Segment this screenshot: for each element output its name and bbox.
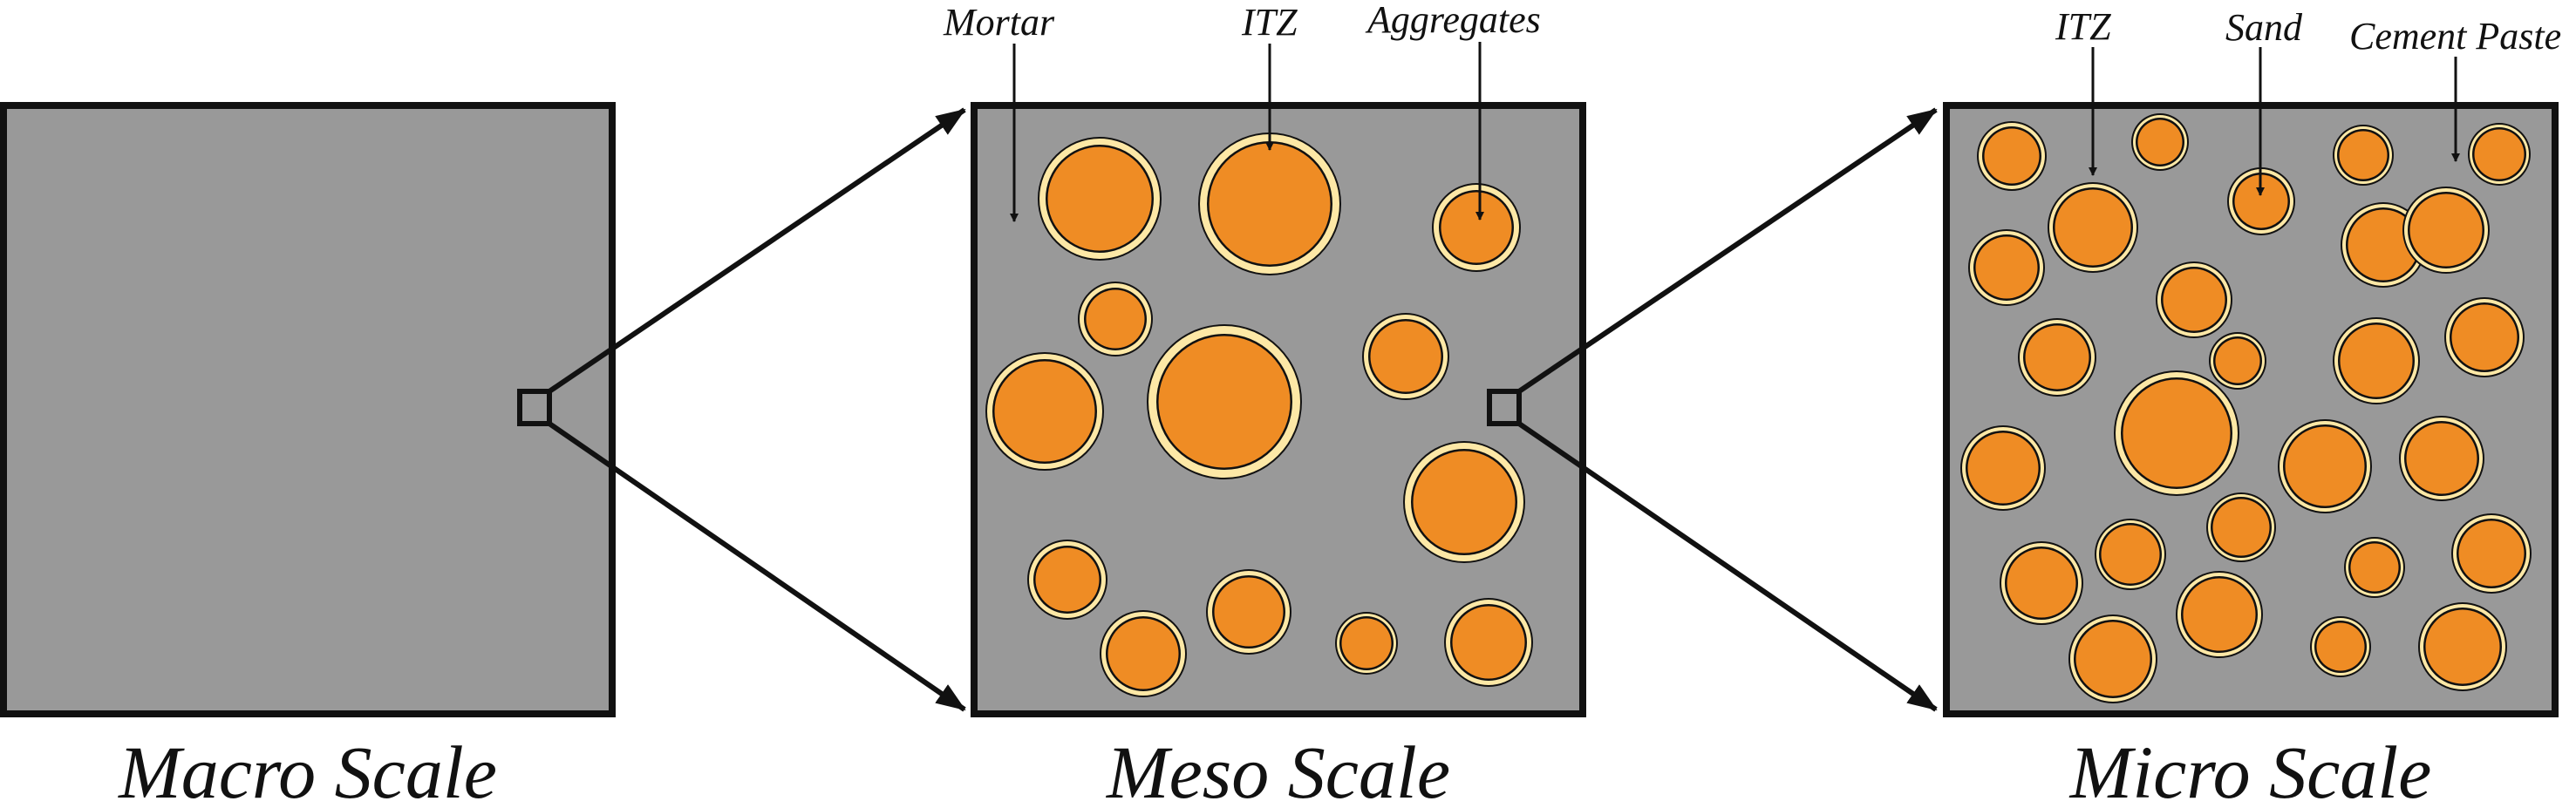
zoom-arrow-macro-to-meso-top	[548, 107, 966, 394]
label-sand: Sand	[2225, 6, 2303, 49]
macro-square	[0, 102, 616, 717]
meso-aggregate-particle	[1198, 132, 1341, 275]
micro-sand-particle	[1968, 229, 2045, 306]
micro-sand-particle	[1977, 121, 2047, 191]
micro-sand-particle	[1960, 425, 2046, 511]
micro-sand-particle	[2278, 419, 2372, 513]
micro-sand-particle	[2095, 519, 2166, 590]
label-cement-paste: Cement Paste	[2349, 15, 2561, 58]
zoom-arrow-meso-to-micro-top	[1517, 107, 1938, 394]
micro-sand-particle	[2402, 187, 2490, 274]
micro-sand-particle	[2468, 123, 2531, 186]
label-micro-itz: ITZ	[2055, 5, 2111, 48]
meso-aggregate-particle	[1100, 610, 1187, 697]
meso-aggregate-particle	[985, 352, 1104, 471]
micro-sand-particle	[2209, 332, 2266, 390]
micro-sand-particle	[2176, 571, 2263, 658]
zoom-arrow-macro-to-meso-bottom	[548, 421, 966, 712]
macro-panel	[0, 102, 616, 717]
macro-scale-title: Macro Scale	[117, 730, 497, 808]
meso-aggregate-particle	[1444, 598, 1533, 687]
micro-sand-particle	[2333, 125, 2394, 186]
meso-aggregate-particle	[1147, 324, 1302, 479]
micro-sand-particle	[2068, 614, 2157, 703]
meso-aggregate-particle	[1432, 183, 1521, 272]
micro-sand-particle	[2444, 297, 2525, 377]
micro-sand-particle	[2114, 370, 2239, 496]
micro-sand-particle	[2156, 261, 2232, 338]
meso-zoom-box	[1487, 389, 1522, 426]
micro-sand-particle	[2310, 616, 2371, 677]
micro-sand-particle	[2018, 318, 2096, 397]
micro-sand-particle	[2418, 602, 2507, 691]
micro-sand-particle	[2227, 167, 2295, 235]
label-aggregates: Aggregates	[1365, 0, 1541, 41]
micro-panel	[1943, 102, 2559, 717]
meso-aggregate-particle	[1403, 441, 1525, 563]
micro-aggregates	[1960, 113, 2532, 703]
micro-scale-title: Micro Scale	[2068, 730, 2432, 808]
meso-aggregate-particle	[1038, 137, 1162, 261]
macro-zoom-box	[517, 389, 552, 426]
meso-aggregate-particle	[1027, 540, 1107, 620]
meso-aggregate-particle	[1078, 282, 1153, 356]
micro-sand-particle	[2206, 492, 2276, 562]
meso-scale-title: Meso Scale	[1105, 730, 1450, 808]
micro-sand-particle	[2000, 541, 2083, 625]
zoom-arrow-meso-to-micro-bottom	[1517, 421, 1938, 712]
label-meso-itz: ITZ	[1241, 1, 1298, 44]
micro-sand-particle	[2048, 182, 2138, 273]
micro-sand-particle	[2399, 416, 2484, 501]
micro-sand-particle	[2131, 113, 2189, 171]
meso-panel	[971, 102, 1586, 717]
micro-sand-particle	[2344, 537, 2405, 598]
micro-sand-particle	[2451, 513, 2532, 594]
meso-aggregate-particle	[1206, 569, 1291, 655]
meso-aggregate-particle	[1335, 612, 1398, 675]
meso-aggregate-particle	[1362, 313, 1449, 400]
label-mortar: Mortar	[943, 1, 1055, 44]
micro-sand-particle	[2333, 317, 2420, 404]
meso-aggregates	[985, 132, 1533, 697]
